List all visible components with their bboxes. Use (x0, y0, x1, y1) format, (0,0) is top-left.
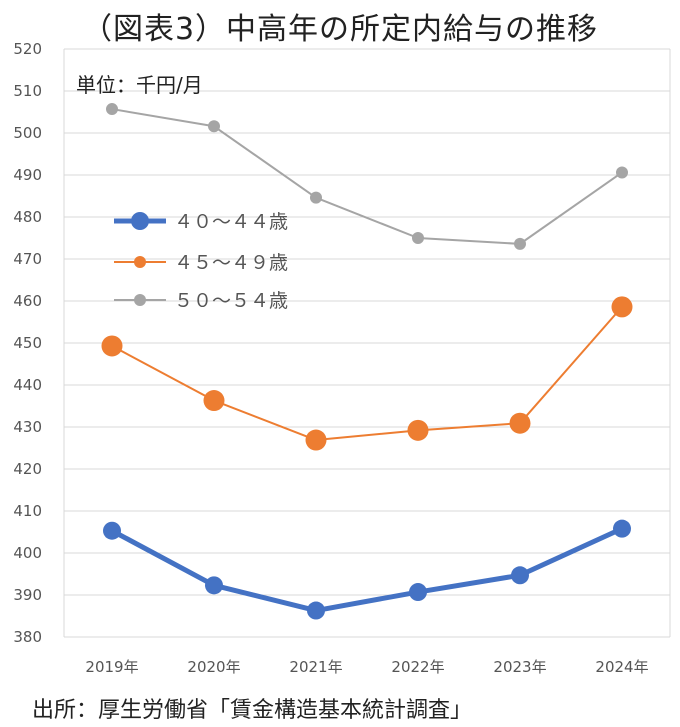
data-point (205, 576, 223, 595)
y-tick-label: 450 (13, 334, 42, 352)
x-tick-label: 2024年 (595, 658, 648, 676)
legend-item-2: ５０～５４歳 (114, 290, 288, 312)
legend-marker (134, 256, 146, 268)
data-point (208, 120, 220, 133)
y-tick-label: 420 (13, 460, 42, 478)
y-tick-label: 390 (13, 586, 42, 604)
y-tick-label: 500 (13, 124, 42, 142)
y-axis-ticks: 380 390 400 410 420 430 440 450 460 470 480 490 500 5… (13, 40, 42, 646)
x-tick-label: 2019年 (85, 658, 138, 676)
legend-item-1: ４５～４９歳 (114, 252, 288, 274)
data-point (613, 519, 631, 538)
data-point (103, 521, 121, 540)
series-line (111, 306, 623, 442)
y-tick-label: 510 (13, 82, 42, 100)
legend-label: ４５～４９歳 (174, 252, 288, 274)
y-tick-label: 490 (13, 166, 42, 184)
y-tick-label: 410 (13, 502, 42, 520)
legend: ４０～４４歳 ４５～４９歳 ５０～５４歳 (114, 211, 288, 312)
data-point (307, 601, 325, 620)
y-tick-label: 470 (13, 250, 42, 268)
data-point (305, 429, 327, 451)
data-point (310, 191, 322, 204)
legend-marker (131, 212, 149, 230)
unit-label: 単位：千円/月 (76, 73, 203, 97)
series-2 (106, 103, 628, 250)
x-tick-label: 2023年 (493, 658, 546, 676)
data-point (514, 237, 526, 250)
data-point (106, 103, 118, 116)
data-point (412, 232, 424, 244)
legend-item-0: ４０～４４歳 (114, 211, 288, 233)
x-axis-ticks: 2019年 2020年 2021年 2022年 2023年 2024年 (85, 658, 648, 676)
x-tick-label: 2021年 (289, 658, 342, 676)
series-line (110, 526, 624, 614)
series-1 (101, 296, 633, 451)
series-layer (101, 103, 633, 620)
x-tick-label: 2022年 (391, 658, 444, 676)
y-tick-label: 520 (13, 40, 42, 58)
legend-label: ４０～４４歳 (174, 211, 288, 233)
y-tick-label: 480 (13, 208, 42, 226)
data-point (509, 412, 531, 434)
source-note: 出所：厚生労働省「賃金構造基本統計調査」 (32, 698, 473, 723)
data-point (203, 390, 225, 412)
y-tick-label: 400 (13, 544, 42, 562)
legend-marker (134, 294, 146, 306)
y-tick-label: 440 (13, 376, 42, 394)
data-point (511, 566, 529, 585)
data-point (407, 419, 429, 441)
data-point (409, 583, 427, 602)
data-point (101, 335, 123, 357)
y-tick-label: 380 (13, 628, 42, 646)
y-tick-label: 460 (13, 292, 42, 310)
data-point (616, 166, 628, 179)
series-line (111, 108, 623, 245)
data-point (611, 296, 633, 318)
legend-label: ５０～５４歳 (174, 290, 288, 312)
series-0 (103, 519, 631, 620)
x-tick-label: 2020年 (187, 658, 240, 676)
y-tick-label: 430 (13, 418, 42, 436)
chart-title: （図表3）中高年の所定内給与の推移 (81, 12, 599, 47)
